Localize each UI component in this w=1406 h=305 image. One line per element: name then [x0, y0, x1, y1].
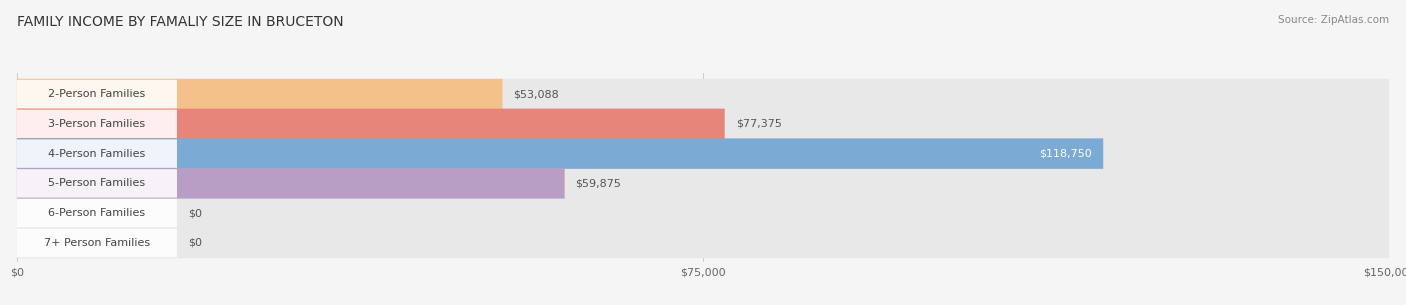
FancyBboxPatch shape: [17, 79, 502, 109]
Text: 6-Person Families: 6-Person Families: [48, 208, 145, 218]
Text: 7+ Person Families: 7+ Person Families: [44, 238, 150, 248]
FancyBboxPatch shape: [17, 198, 1389, 228]
Text: $0: $0: [188, 238, 202, 248]
Text: $0: $0: [188, 208, 202, 218]
Text: $59,875: $59,875: [575, 178, 621, 188]
FancyBboxPatch shape: [17, 109, 177, 138]
FancyBboxPatch shape: [17, 199, 177, 228]
Text: 5-Person Families: 5-Person Families: [48, 178, 145, 188]
Text: $77,375: $77,375: [735, 119, 782, 129]
FancyBboxPatch shape: [17, 168, 1389, 199]
Text: 3-Person Families: 3-Person Families: [48, 119, 145, 129]
Text: $118,750: $118,750: [1039, 149, 1092, 159]
Text: $53,088: $53,088: [513, 89, 560, 99]
Text: 4-Person Families: 4-Person Families: [48, 149, 146, 159]
Text: Source: ZipAtlas.com: Source: ZipAtlas.com: [1278, 15, 1389, 25]
FancyBboxPatch shape: [17, 80, 177, 108]
FancyBboxPatch shape: [17, 109, 1389, 139]
FancyBboxPatch shape: [17, 109, 724, 139]
Text: 2-Person Families: 2-Person Families: [48, 89, 146, 99]
FancyBboxPatch shape: [17, 79, 1389, 109]
FancyBboxPatch shape: [17, 169, 177, 198]
FancyBboxPatch shape: [17, 228, 1389, 258]
Text: FAMILY INCOME BY FAMALIY SIZE IN BRUCETON: FAMILY INCOME BY FAMALIY SIZE IN BRUCETO…: [17, 15, 343, 29]
FancyBboxPatch shape: [17, 139, 177, 168]
FancyBboxPatch shape: [17, 229, 177, 257]
FancyBboxPatch shape: [17, 168, 565, 199]
FancyBboxPatch shape: [17, 138, 1104, 169]
FancyBboxPatch shape: [17, 138, 1389, 169]
